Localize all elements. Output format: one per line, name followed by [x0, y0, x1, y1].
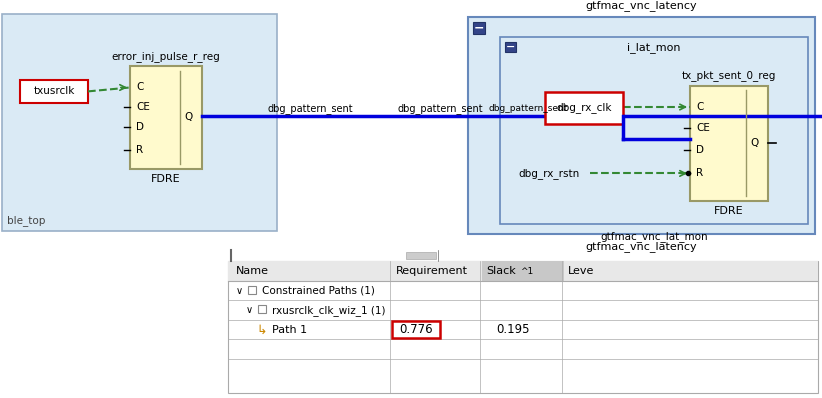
Bar [482, 261, 564, 281]
Text: rxusrclk_clk_wiz_1 (1): rxusrclk_clk_wiz_1 (1) [272, 304, 386, 316]
Text: ∨: ∨ [246, 305, 253, 315]
Text: dbg_pattern_sent: dbg_pattern_sent [267, 103, 353, 114]
Text: gtfmac_vnc_latency: gtfmac_vnc_latency [586, 0, 697, 11]
Text: 0.776: 0.776 [399, 323, 433, 336]
Bar [505, 41, 516, 52]
Text: Path 1: Path 1 [272, 325, 307, 335]
Text: Name: Name [236, 266, 269, 276]
Bar [473, 22, 485, 34]
Bar [545, 92, 623, 124]
Bar [130, 66, 202, 168]
Text: dbg_rx_clk: dbg_rx_clk [556, 103, 612, 113]
Text: Q: Q [184, 112, 192, 122]
Text: ↳: ↳ [256, 324, 266, 337]
Text: −: − [506, 42, 515, 52]
Text: R: R [696, 168, 703, 178]
Bar [228, 261, 818, 393]
Text: dbg_rx_rstn: dbg_rx_rstn [518, 168, 580, 179]
Text: C: C [696, 102, 704, 112]
Bar [406, 252, 436, 259]
Bar [500, 37, 808, 224]
Bar [2, 14, 277, 231]
Text: CE: CE [696, 123, 710, 133]
Bar [690, 86, 768, 201]
Text: i_lat_mon: i_lat_mon [627, 42, 681, 53]
Text: Constrained Paths (1): Constrained Paths (1) [262, 286, 375, 296]
Text: dbg_pattern_sent: dbg_pattern_sent [488, 104, 568, 113]
Bar [20, 80, 88, 103]
Text: −: − [473, 21, 484, 34]
Text: 0.195: 0.195 [496, 323, 529, 336]
Text: dbg_pattern_sent: dbg_pattern_sent [397, 103, 483, 114]
Text: Slack: Slack [486, 266, 515, 276]
Text: D: D [136, 121, 144, 132]
Bar [228, 261, 818, 281]
Text: Q: Q [750, 138, 758, 148]
Text: error_inj_pulse_r_reg: error_inj_pulse_r_reg [112, 51, 220, 62]
Text: FDRE: FDRE [151, 174, 181, 184]
Text: FDRE: FDRE [714, 207, 744, 217]
Text: tx_pkt_sent_0_reg: tx_pkt_sent_0_reg [681, 70, 776, 81]
Text: ^1: ^1 [520, 267, 533, 275]
Text: gtfmac_vnc_lat_mon: gtfmac_vnc_lat_mon [600, 231, 708, 242]
Bar [258, 305, 266, 313]
Text: Leve: Leve [568, 266, 594, 276]
Text: gtfmac_vnc_latency: gtfmac_vnc_latency [586, 241, 697, 252]
Text: txusrclk: txusrclk [34, 86, 75, 96]
Text: CE: CE [136, 102, 150, 112]
Bar [392, 321, 440, 338]
Text: ∨: ∨ [236, 286, 243, 296]
Text: ble_top: ble_top [7, 215, 45, 226]
Bar [248, 286, 256, 293]
Bar [468, 17, 815, 234]
Text: R: R [136, 145, 143, 155]
Text: C: C [136, 82, 143, 92]
Text: Requirement: Requirement [396, 266, 468, 276]
Text: D: D [696, 145, 704, 155]
